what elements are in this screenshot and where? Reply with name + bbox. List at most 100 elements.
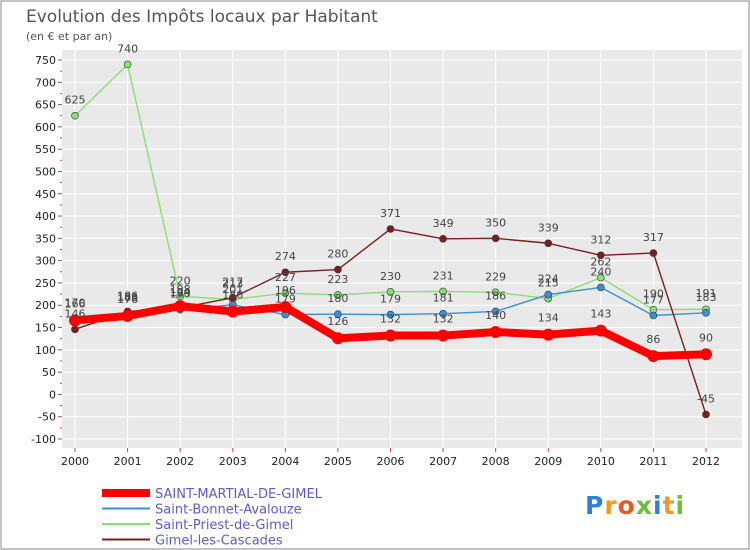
data-label: 170 [65, 297, 86, 310]
data-label: 223 [327, 273, 348, 286]
data-point [439, 234, 447, 243]
legend-entry: Gimel-les-Cascades [155, 534, 283, 549]
y-tick-label: -50 [38, 411, 56, 424]
chart-title: Evolution des Impôts locaux par Habitant [26, 7, 378, 27]
data-label: 196 [275, 284, 296, 297]
data-point [700, 348, 712, 361]
data-label: 220 [170, 274, 191, 287]
data-label: 186 [117, 289, 138, 302]
data-point [594, 324, 607, 337]
data-point [491, 307, 500, 316]
y-tick-label: 650 [35, 99, 56, 112]
x-tick-label: 2001 [114, 455, 142, 468]
data-point [702, 410, 710, 419]
x-tick-label: 2008 [482, 455, 510, 468]
y-tick-label: 400 [35, 210, 56, 223]
data-point [597, 273, 605, 282]
logo-letter: t [663, 491, 676, 520]
data-label: 146 [65, 307, 86, 320]
logo-letter: i [653, 491, 663, 520]
x-tick-label: 2003 [219, 455, 247, 468]
legend-entry: Saint-Bonnet-Avalouze [155, 503, 302, 518]
data-label: 371 [380, 207, 401, 220]
data-label: 201 [222, 283, 243, 296]
data-point [69, 314, 81, 327]
data-label: 215 [538, 277, 559, 290]
data-point [702, 309, 710, 317]
x-tick-label: 2009 [534, 455, 562, 468]
data-point [542, 328, 555, 341]
data-point [384, 329, 397, 342]
data-point [71, 325, 79, 334]
data-label: 227 [275, 271, 296, 284]
data-point [331, 332, 344, 345]
data-label: 179 [380, 293, 401, 306]
data-point [491, 234, 500, 243]
data-label: 134 [538, 312, 559, 325]
y-tick-label: -100 [31, 433, 56, 446]
data-label: 262 [590, 256, 611, 269]
data-label: 350 [485, 216, 506, 229]
data-label: 183 [117, 291, 138, 304]
data-point [121, 309, 134, 322]
data-point [649, 311, 658, 320]
data-label: 90 [699, 331, 713, 344]
data-point [228, 293, 237, 302]
data-label: 213 [222, 277, 243, 290]
data-label: 240 [590, 265, 611, 278]
x-tick-label: 2004 [271, 455, 299, 468]
data-point [597, 251, 605, 260]
x-tick-label: 2002 [166, 455, 194, 468]
series-layer [69, 60, 712, 419]
logo-letter: r [604, 491, 617, 520]
data-label: 190 [643, 288, 664, 301]
logo-letter: i [676, 491, 686, 520]
data-label: 740 [117, 42, 138, 55]
data-point [334, 310, 342, 318]
data-point [123, 60, 132, 69]
data-point [649, 249, 658, 257]
y-tick-label: 600 [35, 121, 56, 134]
x-tick-label: 2007 [429, 455, 457, 468]
data-label: 190 [170, 288, 191, 301]
data-point [439, 287, 447, 296]
data-point [386, 288, 395, 296]
data-label: 231 [433, 269, 454, 282]
data-point [281, 289, 290, 297]
y-tick-label: 450 [35, 188, 56, 201]
data-label: 177 [643, 293, 664, 306]
data-label: 312 [590, 233, 611, 246]
data-label: 625 [65, 94, 86, 107]
data-label: -45 [697, 392, 715, 405]
y-tick-label: 550 [35, 143, 56, 156]
data-point [174, 300, 187, 313]
legend: SAINT-MARTIAL-DE-GIMELSaint-Bonnet-Avalo… [102, 487, 323, 549]
logo-letter: o [618, 491, 636, 520]
data-label: 230 [380, 270, 401, 283]
data-label: 274 [275, 250, 296, 263]
x-tick-label: 2006 [377, 455, 405, 468]
data-label: 143 [590, 308, 611, 321]
y-tick-label: 0 [49, 388, 56, 401]
data-point [334, 291, 342, 299]
data-point [439, 309, 447, 318]
data-point [226, 305, 239, 318]
data-label: 186 [485, 289, 506, 302]
data-point [544, 239, 553, 248]
plot-area [62, 50, 742, 448]
logo-letter: P [585, 491, 604, 520]
data-label: 339 [538, 221, 559, 234]
data-point [334, 265, 342, 274]
x-tick-label: 2012 [692, 455, 720, 468]
y-tick-label: 700 [35, 76, 56, 89]
x-tick-label: 2010 [587, 455, 615, 468]
data-point [279, 301, 292, 314]
data-label: 349 [433, 217, 454, 230]
data-point [647, 350, 660, 363]
data-label-layer: 166 176 198 186 196 126 132 132 140 134 143 86 90 170… [65, 42, 717, 405]
y-tick-label: 150 [35, 322, 56, 335]
data-label: 180 [327, 292, 348, 305]
data-point [544, 290, 553, 299]
data-point [597, 283, 605, 292]
